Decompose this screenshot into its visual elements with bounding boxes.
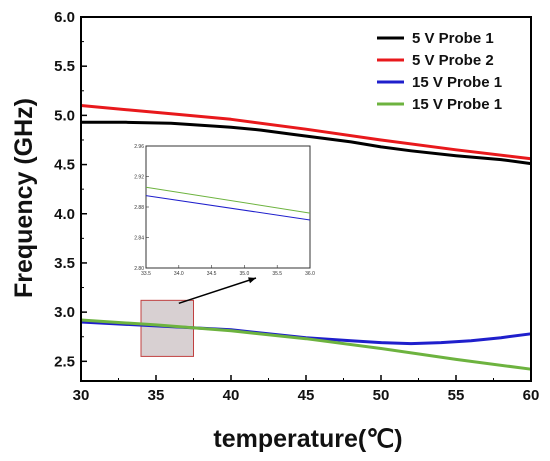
zoom-arrow-line (178, 277, 257, 305)
legend-label-4: 15 V Probe 1 (412, 96, 502, 113)
series-lines (80, 104, 532, 371)
legend-label-3: 15 V Probe 1 (412, 74, 502, 91)
x-tick-label: 45 (298, 387, 315, 404)
series-line-2 (80, 104, 532, 161)
legend-label-2: 5 V Probe 2 (412, 52, 494, 69)
legend: 5 V Probe 1 5 V Probe 2 15 V Probe 1 15 V P… (377, 30, 502, 113)
inset-x-tick-label: 34.0 (174, 271, 184, 277)
y-tick-label: 4.0 (54, 206, 75, 223)
series-line-1 (81, 120, 532, 166)
axes: 30 35 40 45 50 55 60 2.5 3.0 3.5 4.0 4.5 5.0 5.5 6.0 (54, 9, 539, 404)
y-tick-label: 3.0 (54, 304, 75, 321)
x-tick-label: 50 (373, 387, 390, 404)
inset-frame (145, 145, 311, 269)
inset-x-tick-label: 35.0 (240, 271, 250, 277)
inset-y-tick-label: 2.84 (134, 236, 144, 242)
y-tick-label: 6.0 (54, 9, 75, 26)
inset-y-tick-label: 2.96 (134, 144, 144, 150)
inset-x-tick-label: 33.5 (141, 271, 151, 277)
y-tick-label: 3.5 (54, 255, 75, 272)
legend-label-1: 5 V Probe 1 (412, 30, 494, 47)
x-axis-title: temperature(℃) (213, 425, 402, 453)
y-tick-label: 2.5 (54, 353, 75, 370)
x-tick-label: 35 (148, 387, 165, 404)
inset-x-tick-label: 36.0 (305, 271, 315, 277)
x-tick-label: 40 (223, 387, 240, 404)
inset-series-line-1 (145, 186, 311, 214)
y-tick-label: 5.5 (54, 58, 75, 75)
zoom-arrow-head (248, 277, 256, 284)
inset-chart: 33.5 34.0 34.5 35.0 35.5 36.0 2.80 2.84 2.88 2.92… (134, 144, 315, 305)
y-axis-title: Frequency (GHz) (10, 98, 38, 298)
x-tick-label: 55 (448, 387, 465, 404)
y-tick-label: 5.0 (54, 107, 75, 124)
x-tick-label: 60 (523, 387, 540, 404)
inset-y-tick-label: 2.88 (134, 205, 144, 211)
inset-x-tick-label: 35.5 (272, 271, 282, 277)
inset-y-tick-label: 2.80 (134, 266, 144, 272)
inset-x-tick-label: 34.5 (207, 271, 217, 277)
x-tick-label: 30 (73, 387, 90, 404)
inset-y-tick-label: 2.92 (134, 175, 144, 181)
y-tick-label: 4.5 (54, 157, 75, 174)
inset-series-line-2 (145, 195, 311, 221)
series-line-4 (80, 318, 532, 371)
